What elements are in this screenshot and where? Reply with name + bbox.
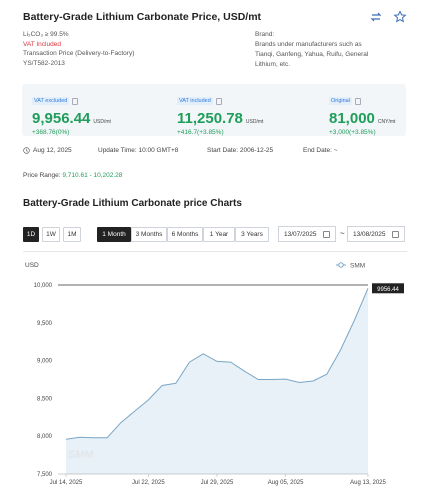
x-tick-label: Jul 29, 2025: [201, 480, 234, 486]
period-6-months-button[interactable]: 6 Months: [167, 227, 203, 242]
price-date: Aug 12, 2025: [23, 147, 72, 154]
x-tick-label: Aug 13, 2025: [350, 480, 386, 486]
y-tick-label: 8,500: [37, 396, 53, 402]
date-to-input[interactable]: 13/08/2025: [347, 226, 405, 242]
price-change: +3,000(+3.85%): [329, 129, 376, 136]
price-chart[interactable]: USD SMM 10,000 9,500 9,000 8,500 8,000 7,500 SMM…: [0, 252, 423, 500]
legend-marker: [338, 262, 344, 268]
update-time: Update Time: 10:00 GMT+8: [98, 147, 179, 154]
spec-standard: YS/T582-2013: [23, 59, 65, 67]
price-range: Price Range: 9,710.61 - 10,202.28: [23, 172, 122, 179]
brand-info: Brand: Brands under manufacturers such a…: [255, 30, 380, 70]
period-1-year-button[interactable]: 1 Year: [203, 227, 235, 242]
y-tick-label: 9,500: [37, 321, 53, 327]
date-to-value: 13/08/2025: [353, 230, 386, 238]
interval-1m-button[interactable]: 1M: [63, 227, 81, 242]
copy-icon[interactable]: [215, 97, 222, 105]
date-from-input[interactable]: 13/07/2025: [278, 226, 336, 242]
page-title: Battery-Grade Lithium Carbonate Price, U…: [23, 11, 262, 23]
copy-icon[interactable]: [72, 97, 79, 105]
chart-line: [65, 288, 369, 440]
price-tag: VAT excluded: [32, 97, 70, 105]
header-actions: [369, 10, 407, 24]
y-tick-label: 10,000: [34, 283, 53, 289]
period-3-months-button[interactable]: 3 Months: [131, 227, 167, 242]
period-3-years-button[interactable]: 3 Years: [235, 227, 269, 242]
x-tick-label: Jul 14, 2025: [50, 480, 83, 486]
divider: [23, 251, 407, 252]
price-col-original: Original 81,000 CNY/mt +3,000(+3.85%): [329, 89, 395, 136]
y-tick-label: 9,000: [37, 359, 53, 365]
spec-transaction: Transaction Price (Delivery-to-Factory): [23, 50, 135, 57]
chart-section-title: Battery-Grade Lithium Carbonate price Ch…: [23, 198, 242, 209]
price-value: 11,250.78: [177, 110, 243, 127]
last-value-badge: [372, 283, 404, 294]
price-tag: VAT included: [177, 97, 213, 105]
clock-icon: [23, 147, 30, 154]
last-value-text: 9956.44: [377, 287, 399, 293]
price-range-label: Price Range:: [23, 172, 61, 179]
price-range-value: 9,710.61 - 10,202.28: [62, 172, 123, 179]
date-text: Aug 12, 2025: [33, 147, 72, 154]
price-unit: CNY/mt: [377, 119, 396, 125]
watermark: SMM: [68, 449, 94, 461]
date-range-separator: ~: [340, 229, 345, 238]
y-tick-label: 7,500: [37, 472, 53, 478]
date-from-value: 13/07/2025: [284, 230, 317, 238]
end-date: End Date: ~: [303, 147, 338, 154]
price-tag: Original: [329, 97, 352, 105]
interval-1d-button[interactable]: 1D: [23, 227, 39, 242]
spec-list: Li₂CO₃ ≥ 99.5% VAT Included Transaction …: [23, 30, 134, 68]
price-value: 9,956.44: [32, 110, 91, 127]
chart-area: [66, 288, 368, 474]
x-tick-label: Jul 22, 2025: [132, 480, 165, 486]
legend-label: SMM: [350, 263, 365, 270]
price-value: 81,000: [329, 110, 375, 127]
calendar-icon: [392, 230, 399, 238]
period-1-month-button[interactable]: 1 Month: [97, 227, 131, 242]
y-tick-label: 8,000: [37, 434, 53, 440]
x-tick-label: Aug 05, 2025: [268, 480, 304, 486]
price-summary: VAT excluded 9,956.44 USD/mt +368.76(0%) …: [22, 84, 406, 136]
swap-icon[interactable]: [369, 10, 383, 24]
price-unit: USD/mt: [245, 119, 264, 125]
price-unit: USD/mt: [93, 119, 111, 125]
spec-vat: VAT Included: [23, 40, 61, 48]
y-axis-label: USD: [25, 262, 39, 269]
price-change: +416.7(+3.85%): [177, 129, 224, 136]
price-change: +368.76(0%): [32, 129, 70, 136]
interval-1w-button[interactable]: 1W: [42, 227, 60, 242]
spec-purity: Li₂CO₃ ≥ 99.5%: [23, 31, 69, 38]
calendar-icon: [323, 230, 330, 238]
brand-label: Brand:: [255, 31, 275, 38]
start-date: Start Date: 2006-12-25: [207, 147, 274, 154]
price-col-vat-excluded: VAT excluded 9,956.44 USD/mt +368.76(0%): [32, 89, 111, 136]
price-col-vat-included: VAT included 11,250.78 USD/mt +416.7(+3.8…: [177, 89, 263, 136]
brand-text: Brands under manufacturers such as Tianq…: [255, 41, 369, 68]
star-icon[interactable]: [393, 10, 407, 24]
copy-icon[interactable]: [354, 97, 361, 105]
